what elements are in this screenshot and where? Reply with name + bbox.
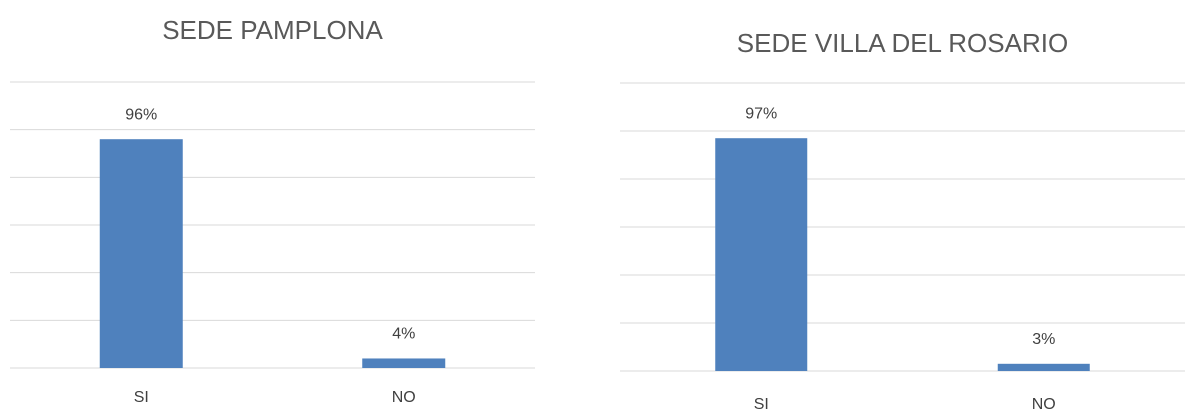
chart-title: SEDE VILLA DEL ROSARIO xyxy=(737,28,1068,58)
bar xyxy=(997,363,1090,371)
x-tick-label: NO xyxy=(392,389,416,406)
data-label: 4% xyxy=(392,326,415,343)
data-label: 96% xyxy=(125,106,157,123)
x-tick-label: SI xyxy=(754,396,769,411)
data-label: 3% xyxy=(1032,331,1055,348)
bar xyxy=(99,139,183,368)
chart-title: SEDE PAMPLONA xyxy=(162,15,383,45)
x-tick-label: SI xyxy=(134,389,149,406)
data-label: 97% xyxy=(745,105,777,122)
bar xyxy=(715,138,808,371)
bar xyxy=(362,358,446,368)
x-tick-label: NO xyxy=(1032,396,1056,411)
